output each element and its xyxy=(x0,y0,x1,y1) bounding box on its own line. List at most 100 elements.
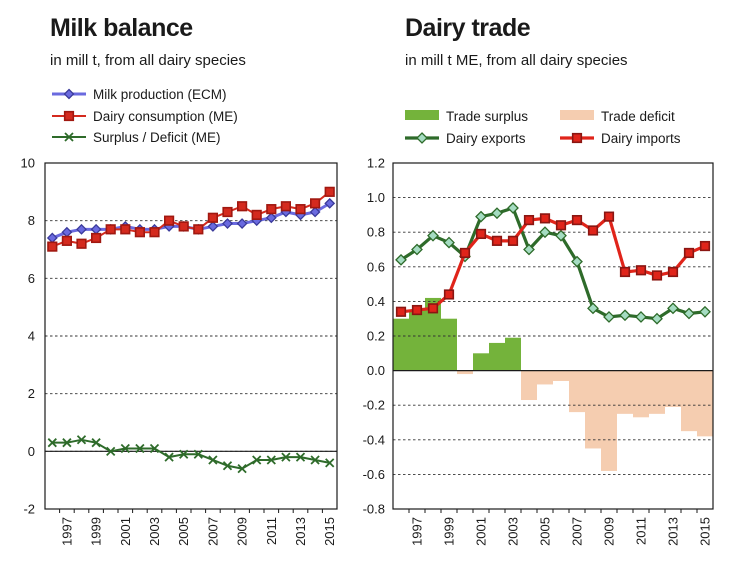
x-tick-label: 2005 xyxy=(176,517,191,546)
consumption-point xyxy=(134,227,146,238)
trade-surplus-bar xyxy=(473,353,489,371)
consumption-point xyxy=(120,224,131,235)
y-tick-label: 0.0 xyxy=(367,363,385,378)
consumption-point xyxy=(280,201,292,212)
consumption-point xyxy=(164,215,175,226)
legend-imports-marker xyxy=(571,132,583,144)
surplus-point xyxy=(252,455,262,465)
x-tick-label: 1997 xyxy=(410,517,425,546)
production-point xyxy=(324,197,336,209)
y-tick-label: -0.4 xyxy=(363,432,385,447)
x-tick-label: 2001 xyxy=(118,517,133,546)
production-point xyxy=(90,223,102,235)
exports-point xyxy=(507,202,519,214)
dairy-trade-subtitle: in mill t ME, from all dairy species xyxy=(405,52,628,69)
x-tick-label: 1997 xyxy=(59,517,74,546)
legends: Milk production (ECM) Dairy consumption (… xyxy=(52,87,681,146)
y-tick-label: 1.2 xyxy=(367,156,385,171)
trade-surplus-bar xyxy=(505,337,521,371)
y-tick-label: 0.8 xyxy=(367,225,385,240)
exports-point xyxy=(427,229,439,242)
production-point xyxy=(236,218,248,229)
surplus-point xyxy=(106,446,116,456)
surplus-point xyxy=(193,449,203,459)
y-tick-label: -0.6 xyxy=(363,467,385,482)
trade-surplus-bar xyxy=(409,310,425,371)
production-point xyxy=(76,223,87,235)
legend-trade-deficit-label: Trade deficit xyxy=(601,109,675,124)
surplus-point xyxy=(237,463,247,474)
consumption-point xyxy=(237,201,248,212)
y-tick-label: 0.6 xyxy=(367,259,385,274)
exports-point xyxy=(603,311,615,323)
dairy-trade-chart: 1.2 1.0 0.8 0.6 0.4 0.2 0.0 -0.2 -0.4 -0.6 -0.8 199… xyxy=(363,156,714,546)
consumption-point xyxy=(91,232,102,244)
trade-surplus-bar xyxy=(425,297,441,371)
y-tick-label: 2 xyxy=(28,386,35,401)
imports-point xyxy=(459,247,471,259)
exports-point xyxy=(523,243,535,256)
y-tick-label: 0 xyxy=(28,444,35,459)
imports-point xyxy=(571,214,583,226)
x-tick-label: 2013 xyxy=(293,517,308,546)
surplus-point xyxy=(295,452,306,462)
consumption-point xyxy=(207,212,219,223)
x-tick-label: 2007 xyxy=(570,517,585,546)
trade-deficit-bar xyxy=(649,370,665,414)
y-tick-label: 4 xyxy=(28,329,35,344)
exports-point xyxy=(667,302,679,315)
trade-deficit-bar xyxy=(633,370,649,418)
exports-point xyxy=(651,312,663,325)
imports-point xyxy=(523,214,535,226)
legend-production-marker xyxy=(63,88,75,100)
production-point xyxy=(207,221,219,232)
x-tick-label: 2011 xyxy=(264,517,279,545)
exports-point xyxy=(443,236,455,249)
x-tick-label: 2015 xyxy=(698,517,713,546)
x-tick-label: 2013 xyxy=(666,517,681,546)
surplus-point xyxy=(281,452,291,462)
production-point xyxy=(265,212,277,224)
imports-point xyxy=(603,211,615,222)
consumption-point xyxy=(76,238,87,249)
imports-point xyxy=(443,289,455,300)
y-tick-label: -2 xyxy=(23,502,35,517)
legend-surplus-marker xyxy=(64,132,74,142)
exports-point xyxy=(635,311,647,323)
imports-point xyxy=(475,228,487,240)
consumption-point xyxy=(222,206,233,218)
imports-point xyxy=(539,213,551,224)
imports-point xyxy=(491,235,503,246)
surplus-point xyxy=(135,443,145,454)
y-tick-label: -0.8 xyxy=(363,502,385,517)
surplus-point xyxy=(310,455,320,465)
imports-point xyxy=(699,240,711,252)
imports-point xyxy=(651,270,663,281)
exports-point xyxy=(491,207,503,220)
consumption-point xyxy=(295,204,306,215)
surplus-point xyxy=(179,449,189,459)
imports-point xyxy=(635,265,647,276)
legend-exports-label: Dairy exports xyxy=(446,131,526,146)
milk-balance-title: Milk balance xyxy=(50,14,193,42)
consumption-point xyxy=(61,235,72,246)
trade-deficit-bar xyxy=(569,370,585,413)
exports-point xyxy=(587,302,599,315)
trade-surplus-bar xyxy=(441,318,457,371)
y-tick-label: 1.0 xyxy=(367,190,385,205)
legend-consumption-label: Dairy consumption (ME) xyxy=(93,109,238,124)
trade-deficit-bar xyxy=(553,370,569,381)
exports-point xyxy=(699,305,711,318)
consumption-point xyxy=(266,204,277,215)
trade-deficit-bar xyxy=(537,370,553,385)
production-point xyxy=(46,232,58,244)
surplus-point xyxy=(149,443,160,454)
surplus-point xyxy=(266,455,276,465)
consumption-point xyxy=(251,209,262,221)
x-tick-label: 2003 xyxy=(147,517,162,546)
consumption-point xyxy=(178,221,189,232)
imports-point xyxy=(683,247,695,259)
surplus-point xyxy=(222,461,233,471)
trade-deficit-bar xyxy=(697,370,713,437)
